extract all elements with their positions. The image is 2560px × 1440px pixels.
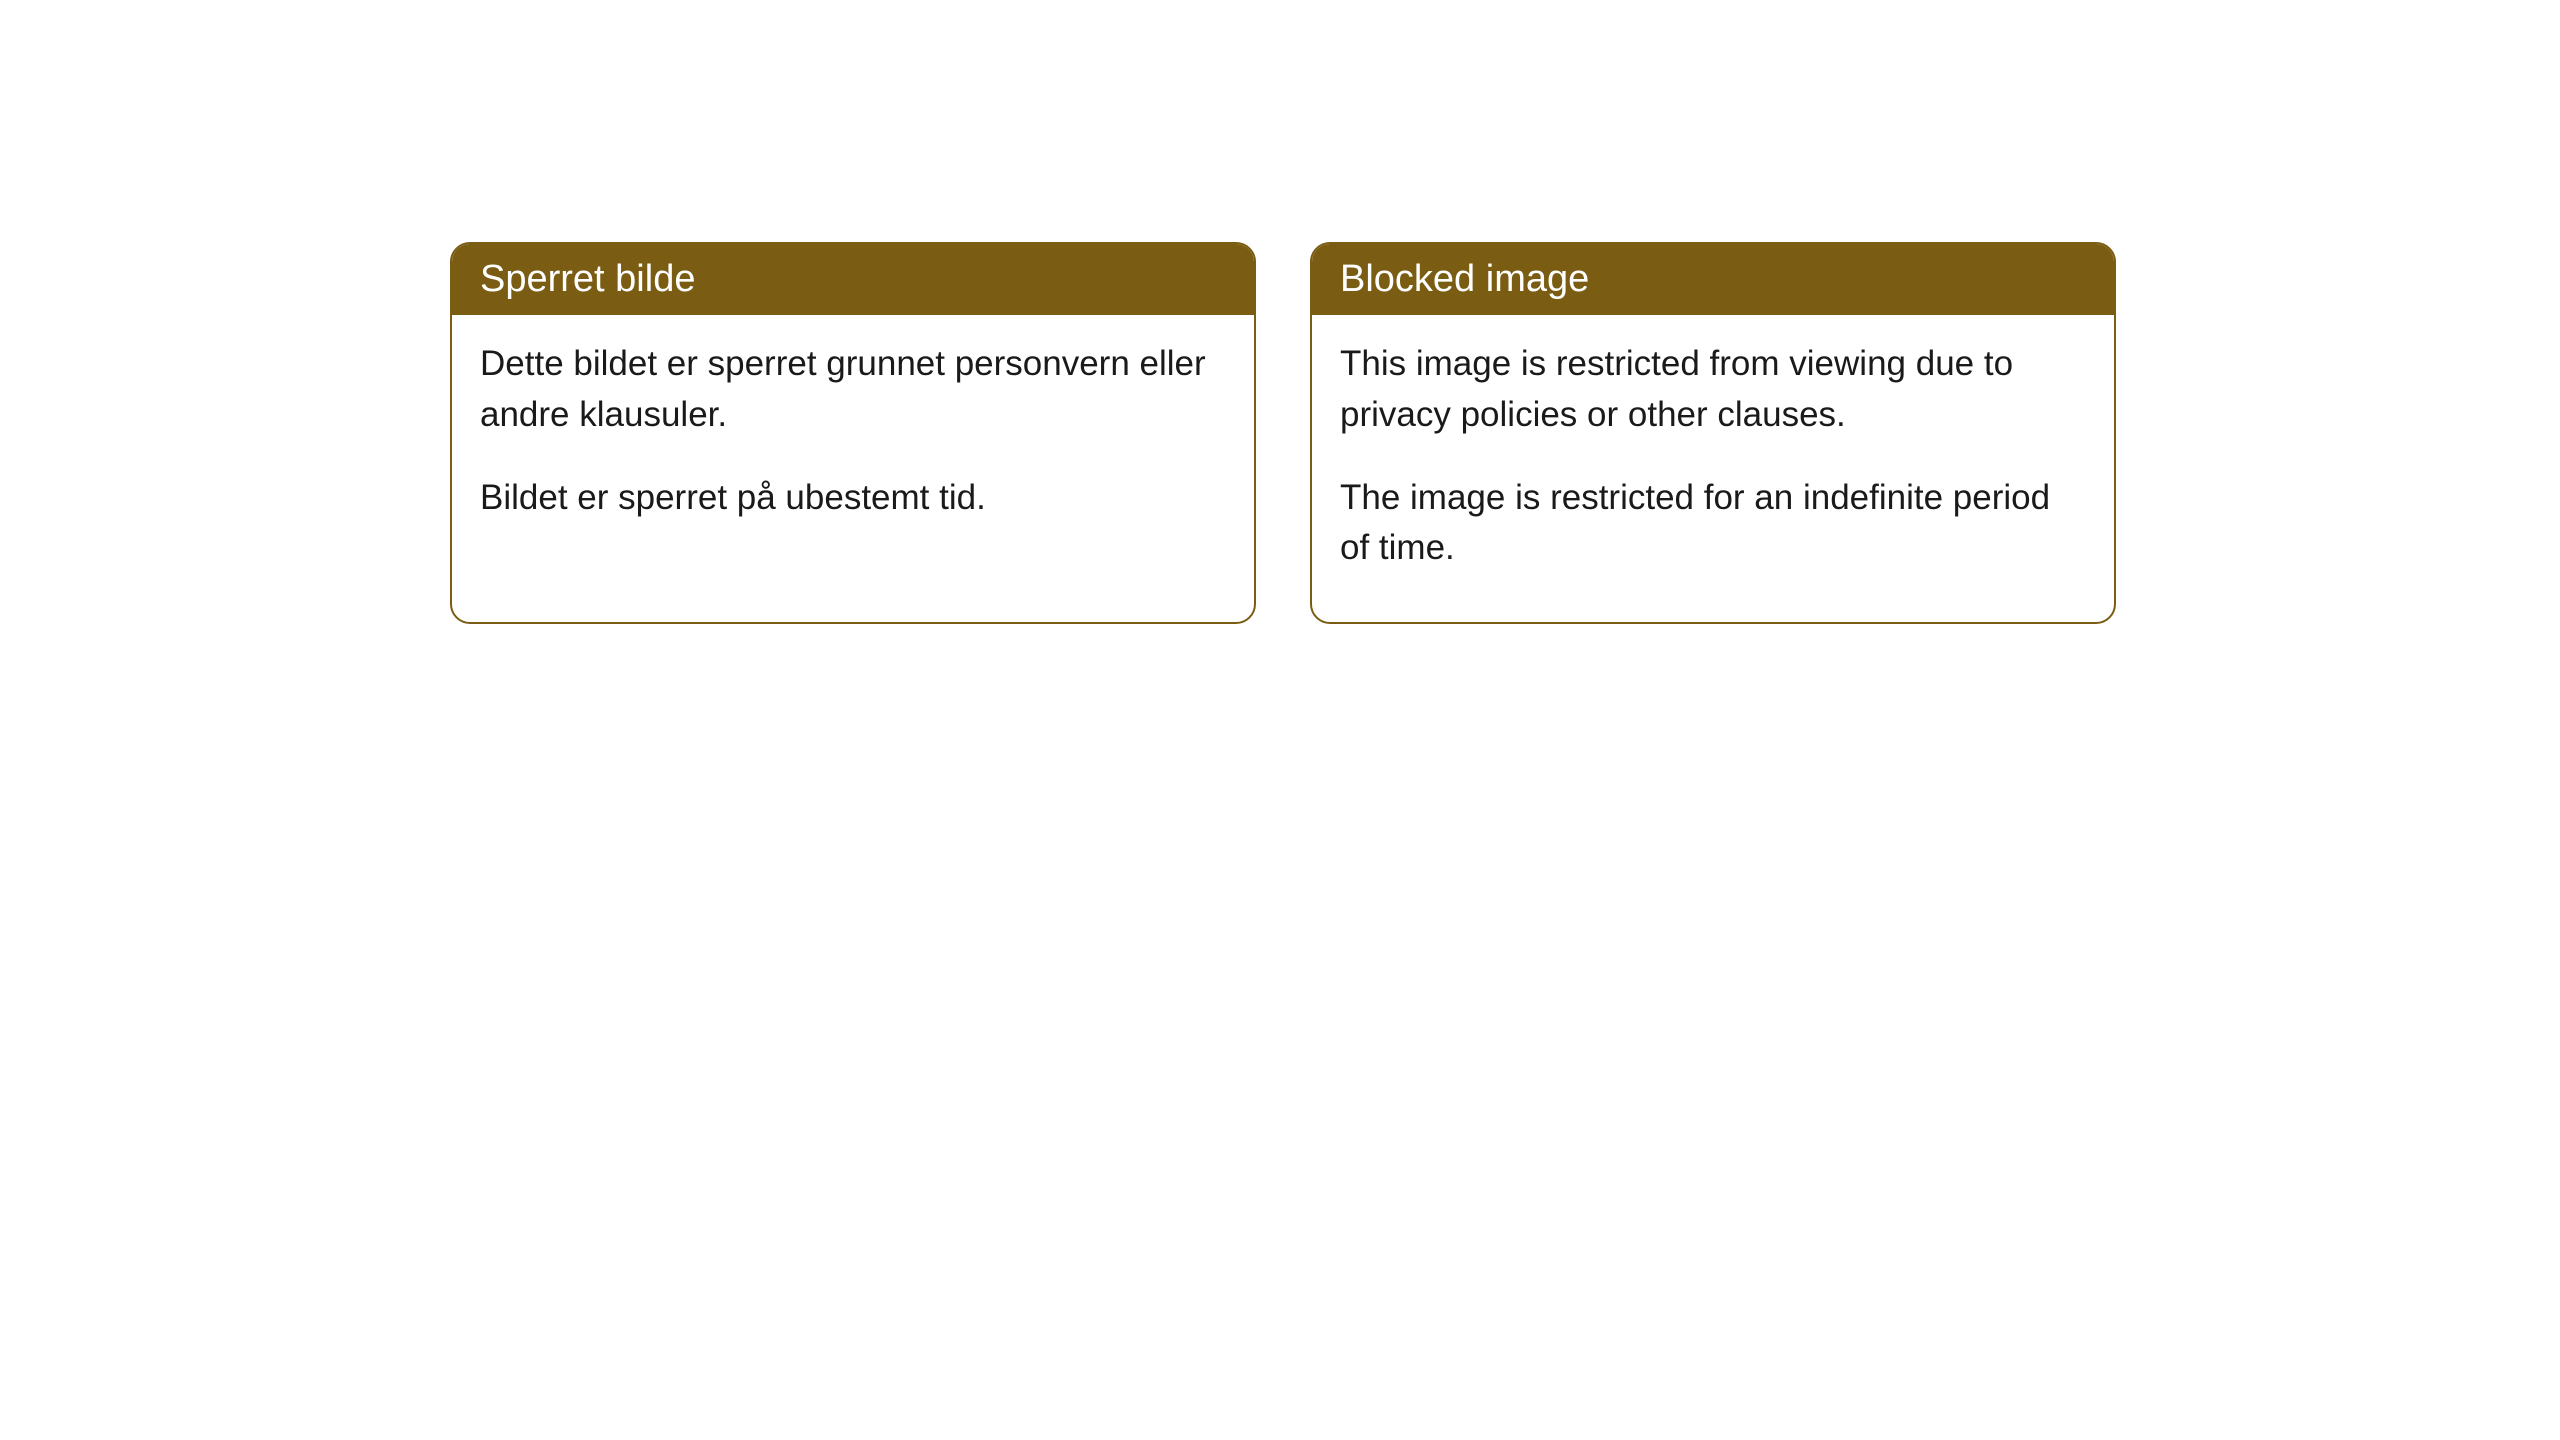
card-paragraph: The image is restricted for an indefinit… xyxy=(1340,473,2086,575)
card-header: Blocked image xyxy=(1312,244,2114,315)
notice-card-english: Blocked image This image is restricted f… xyxy=(1310,242,2116,624)
card-paragraph: Dette bildet er sperret grunnet personve… xyxy=(480,339,1226,441)
notice-card-norwegian: Sperret bilde Dette bildet er sperret gr… xyxy=(450,242,1256,624)
card-header: Sperret bilde xyxy=(452,244,1254,315)
card-title: Blocked image xyxy=(1340,258,1589,300)
card-body: Dette bildet er sperret grunnet personve… xyxy=(452,315,1254,571)
notice-cards-container: Sperret bilde Dette bildet er sperret gr… xyxy=(450,242,2116,624)
card-title: Sperret bilde xyxy=(480,258,695,300)
card-body: This image is restricted from viewing du… xyxy=(1312,315,2114,622)
card-paragraph: Bildet er sperret på ubestemt tid. xyxy=(480,473,1226,524)
card-paragraph: This image is restricted from viewing du… xyxy=(1340,339,2086,441)
